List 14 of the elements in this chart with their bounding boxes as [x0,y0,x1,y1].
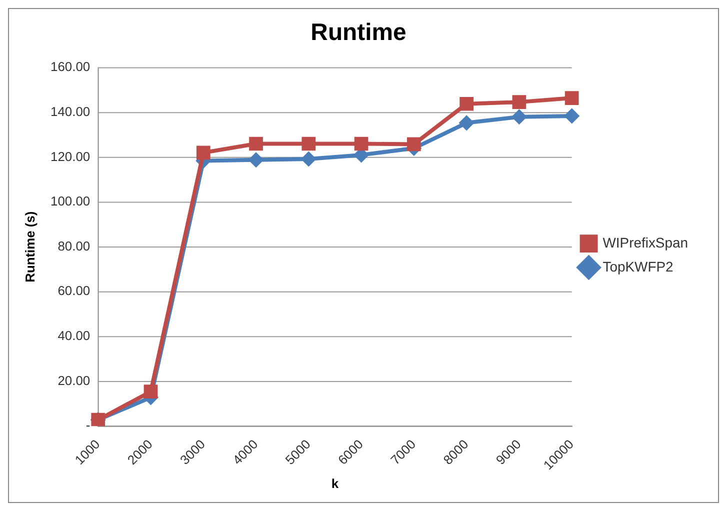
legend-label: WIPrefixSpan [602,234,688,250]
y-axis-title: Runtime (s) [22,211,38,282]
y-tick-label: 80.00 [58,238,90,254]
chart-title: Runtime [310,18,406,46]
y-tick-label: 40.00 [58,328,90,344]
x-axis-title: k [331,476,340,491]
y-tick-label: 160.00 [50,59,90,74]
y-tick-label: 120.00 [50,148,90,164]
y-tick-label: 20.00 [58,372,90,388]
legend-label: TopKWFP2 [602,258,674,274]
y-tick-label: 100.00 [50,194,90,209]
y-tick-label: 140.00 [50,104,90,119]
y-tick-label: 60.00 [58,283,90,298]
y-tick-label: - [86,418,90,433]
